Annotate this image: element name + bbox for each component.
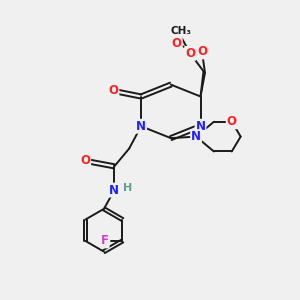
Text: O: O — [185, 47, 195, 60]
Text: N: N — [196, 120, 206, 133]
Text: O: O — [197, 45, 207, 58]
Text: O: O — [80, 154, 90, 167]
Text: CH₃: CH₃ — [171, 26, 192, 36]
Text: O: O — [227, 115, 237, 128]
Text: O: O — [172, 37, 182, 50]
Text: O: O — [108, 84, 118, 97]
Text: N: N — [191, 130, 201, 143]
Text: N: N — [136, 120, 146, 133]
Text: N: N — [109, 184, 119, 196]
Text: F: F — [100, 235, 109, 248]
Text: H: H — [123, 183, 132, 193]
